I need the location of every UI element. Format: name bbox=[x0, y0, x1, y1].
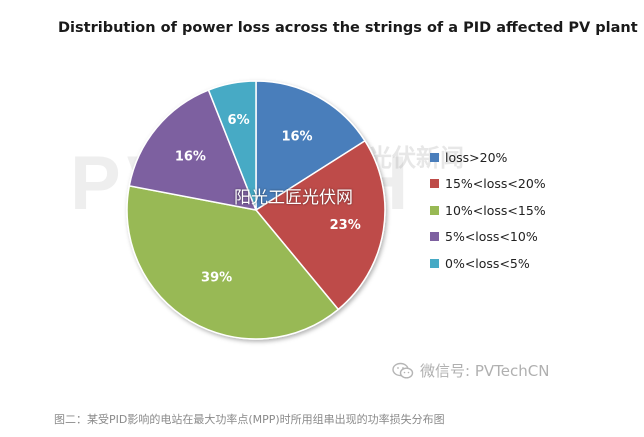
wechat-id: 微信号: PVTechCN bbox=[392, 360, 549, 381]
wechat-label: 微信号: PVTechCN bbox=[420, 362, 550, 380]
pie-slice-5 bbox=[207, 80, 257, 211]
legend-item-2: 15%<loss<20% bbox=[430, 171, 546, 198]
pie-slice-label-4: 16% bbox=[175, 150, 206, 165]
legend-swatch bbox=[430, 205, 439, 215]
wechat-icon bbox=[392, 362, 414, 379]
overlay-watermark-text: 阳光工匠光伏网 bbox=[234, 188, 353, 208]
figure-caption: 图二：某受PID影响的电站在最大功率点(MPP)时所用组串出现的功率损失分布图 bbox=[54, 413, 445, 426]
pie-slice-2 bbox=[254, 139, 386, 311]
legend: loss>20% 15%<loss<20% 10%<loss<15% 5%<loss<… bbox=[430, 144, 546, 277]
pie-slice-label-3: 39% bbox=[201, 271, 232, 286]
chart-title: Distribution of power loss across the st… bbox=[58, 20, 638, 36]
legend-label: 15%<loss<20% bbox=[445, 176, 546, 192]
pie-slice-1 bbox=[255, 80, 366, 212]
legend-item-5: 0%<loss<5% bbox=[430, 250, 546, 277]
legend-swatch bbox=[430, 232, 439, 242]
legend-label: 10%<loss<15% bbox=[445, 202, 546, 218]
legend-item-1: loss>20% bbox=[430, 144, 546, 171]
legend-label: loss>20% bbox=[445, 149, 508, 165]
pie-slice-label-1: 16% bbox=[281, 129, 312, 144]
pie-slice-label-2: 23% bbox=[330, 218, 361, 233]
legend-swatch bbox=[430, 179, 439, 189]
legend-swatch bbox=[430, 152, 439, 162]
pie-slice-3 bbox=[126, 184, 340, 340]
pie-slice-4 bbox=[128, 89, 258, 211]
legend-item-4: 5%<loss<10% bbox=[430, 224, 546, 251]
legend-label: 5%<loss<10% bbox=[445, 229, 538, 245]
legend-swatch bbox=[430, 258, 439, 268]
legend-label: 0%<loss<5% bbox=[445, 255, 530, 271]
legend-item-3: 10%<loss<15% bbox=[430, 197, 546, 224]
pie-slice-label-5: 6% bbox=[228, 113, 250, 128]
